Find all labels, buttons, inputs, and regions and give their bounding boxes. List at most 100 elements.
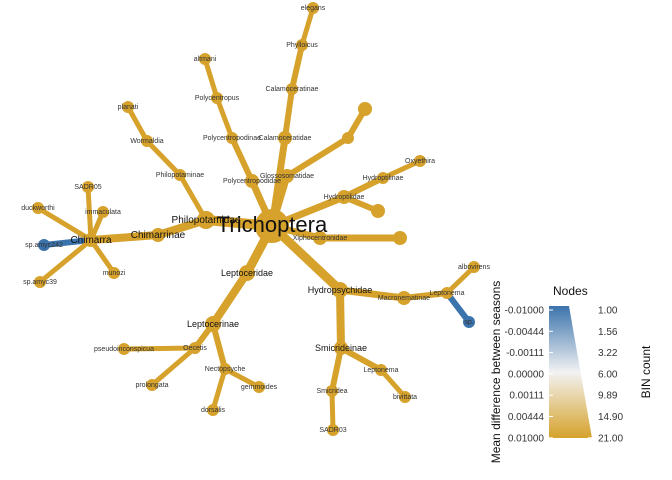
node-leptocerinae [205, 316, 221, 332]
color-tick-label: 0.00444 [508, 412, 545, 423]
node-label-spamyc39: sp.amyc39 [23, 279, 57, 286]
node-wormaldia [141, 135, 153, 147]
node-dorsalis [207, 404, 219, 416]
edge-polycentropus-altmani [202, 56, 220, 101]
edge-chimarra-spamyc242 [41, 237, 94, 248]
node-label-sp: sp. [464, 319, 473, 326]
node-chimarra [84, 233, 98, 247]
edge-chimarrinae-chimarra [87, 231, 162, 244]
node-glossosomatidae [280, 169, 294, 183]
node-label-smicridea: Smicridea [316, 388, 347, 395]
node-label-chimarrinae: Chimarrinae [131, 230, 186, 241]
node-label-sadr03: SADR03 [319, 427, 346, 434]
node-nectopsyche [219, 363, 231, 375]
edge-calamoceratidae-calamoceratinae [282, 86, 295, 141]
node-munozi [108, 267, 120, 279]
node-prolongata [146, 379, 158, 391]
tree-nodes [32, 2, 480, 436]
node-label-pseudoinconspicua: pseudoinconspicua [94, 346, 154, 353]
node-sp [463, 316, 475, 328]
node-label-chimarra: Chimarra [70, 235, 112, 246]
node-altmani [199, 53, 211, 65]
node-glosso_tip [358, 102, 372, 116]
size-tick-label: 14.90 [598, 412, 623, 423]
node-smicridea [326, 385, 338, 397]
edge-hydroptilinae-oxyethira [380, 158, 423, 181]
node-polycentropus [211, 92, 223, 104]
node-immaculata [97, 206, 109, 218]
legend-gradient-wedge [549, 306, 592, 438]
node-label-leptoceridae: Leptoceridae [221, 268, 273, 278]
edge-glossosomatidae-glosso_leaf [284, 135, 351, 179]
node-macronematinae [397, 291, 411, 305]
size-tick-label: 9.89 [598, 391, 618, 402]
node-chimarrinae [151, 228, 165, 242]
edge-chimarra-spamyc39 [37, 237, 94, 285]
node-pseudoinconspicua [118, 343, 130, 355]
node-label-hydroptilidae: Hydroptilidae [324, 194, 365, 201]
node-xipho_leaf [393, 231, 407, 245]
node-leptoceridae [239, 265, 255, 281]
edge-leptonema_b-bivittata [378, 367, 408, 400]
edge-leptonema_a-albovirens [444, 264, 477, 296]
node-hydropsychidae [332, 282, 348, 298]
edge-chimarra-duckworthi [35, 205, 94, 243]
node-phylloicus [296, 39, 308, 51]
edge-oecetis-pseudoinconspicua [121, 345, 198, 352]
edge-wormaldia-planati [125, 104, 150, 144]
edge-nectopsyche-gemmoides [222, 366, 262, 390]
size-tick-label: 1.56 [598, 327, 618, 338]
node-label-calamoceratinae: Calamoceratinae [266, 86, 319, 93]
node-label-immaculata: immaculata [85, 209, 121, 216]
node-label-hydropsychidae: Hydropsychidae [308, 285, 373, 295]
node-label-albovirens: albovirens [458, 264, 490, 271]
edge-macronematinae-leptonema_a [401, 290, 450, 301]
node-leptonema_a [441, 287, 453, 299]
color-tick-label: 0.00111 [509, 391, 544, 402]
node-trichoptera [255, 209, 289, 243]
edge-smicrideinae-leptonema_b [338, 345, 384, 373]
edge-polycentropodidae-polycentropodinae [229, 135, 255, 184]
node-label-altmani: altmani [194, 56, 217, 63]
node-label-leptocerinae: Leptocerinae [187, 319, 239, 329]
node-label-gemmoides: gemmoides [241, 384, 278, 391]
node-label-oxyethira: Oxyethira [405, 158, 435, 165]
node-label-macronematinae: Macronematinae [378, 295, 430, 302]
color-tick-label: 0.01000 [508, 433, 545, 444]
node-sadr03 [327, 424, 339, 436]
size-tick-label: 3.22 [598, 348, 618, 359]
color-tick-label: -0.01000 [505, 306, 545, 317]
node-hydropt_leaf [371, 204, 385, 218]
node-label-smicrideinae: Smicrideinae [315, 343, 367, 353]
edge-chimarra-sadr05 [85, 184, 94, 243]
node-label-oecetis: Oecetis [183, 345, 207, 352]
node-label-calamoceratidae: Calamoceratidae [259, 135, 312, 142]
legend: Nodes -0.01000 -0.00444 -0.00111 0.00000 0.0… [489, 281, 653, 464]
edge-philopotaminae-wormaldia [144, 138, 183, 178]
node-elegans [307, 2, 319, 14]
node-label-hydroptilinae: Hydroptilinae [363, 175, 404, 182]
edge-hydropsychidae-macronematinae [336, 286, 408, 302]
node-calamoceratinae [286, 83, 298, 95]
edge-hydroptilidae-hydroptilinae [341, 175, 386, 200]
node-label-polycentropodinae: Polycentropodinae [203, 135, 261, 142]
node-label-leptonema_b: Leptonema [363, 367, 398, 374]
node-label-bivittata: bivittata [393, 394, 417, 401]
node-duckworthi [32, 202, 44, 214]
node-calamoceratidae [278, 131, 292, 145]
node-hydroptilinae [377, 172, 389, 184]
node-label-trichoptera: Trichoptera [217, 212, 328, 237]
node-label-leptonema_a: Leptonema [429, 290, 464, 297]
node-xiphocentronidae [313, 231, 327, 245]
node-label-xiphocentronidae: Xiphocentronidae [293, 235, 348, 242]
size-tick-label: 6.00 [598, 369, 618, 380]
node-label-munozi: munozi [103, 270, 126, 277]
node-label-planati: planati [118, 104, 139, 111]
node-polycentropodidae [245, 174, 259, 188]
node-label-spamyc242: sp.amyc242 [25, 242, 63, 249]
node-label-glossosomatidae: Glossosomatidae [260, 173, 314, 180]
node-label-wormaldia: Wormaldia [130, 138, 163, 145]
edge-calamoceratinae-phylloicus [289, 42, 305, 92]
